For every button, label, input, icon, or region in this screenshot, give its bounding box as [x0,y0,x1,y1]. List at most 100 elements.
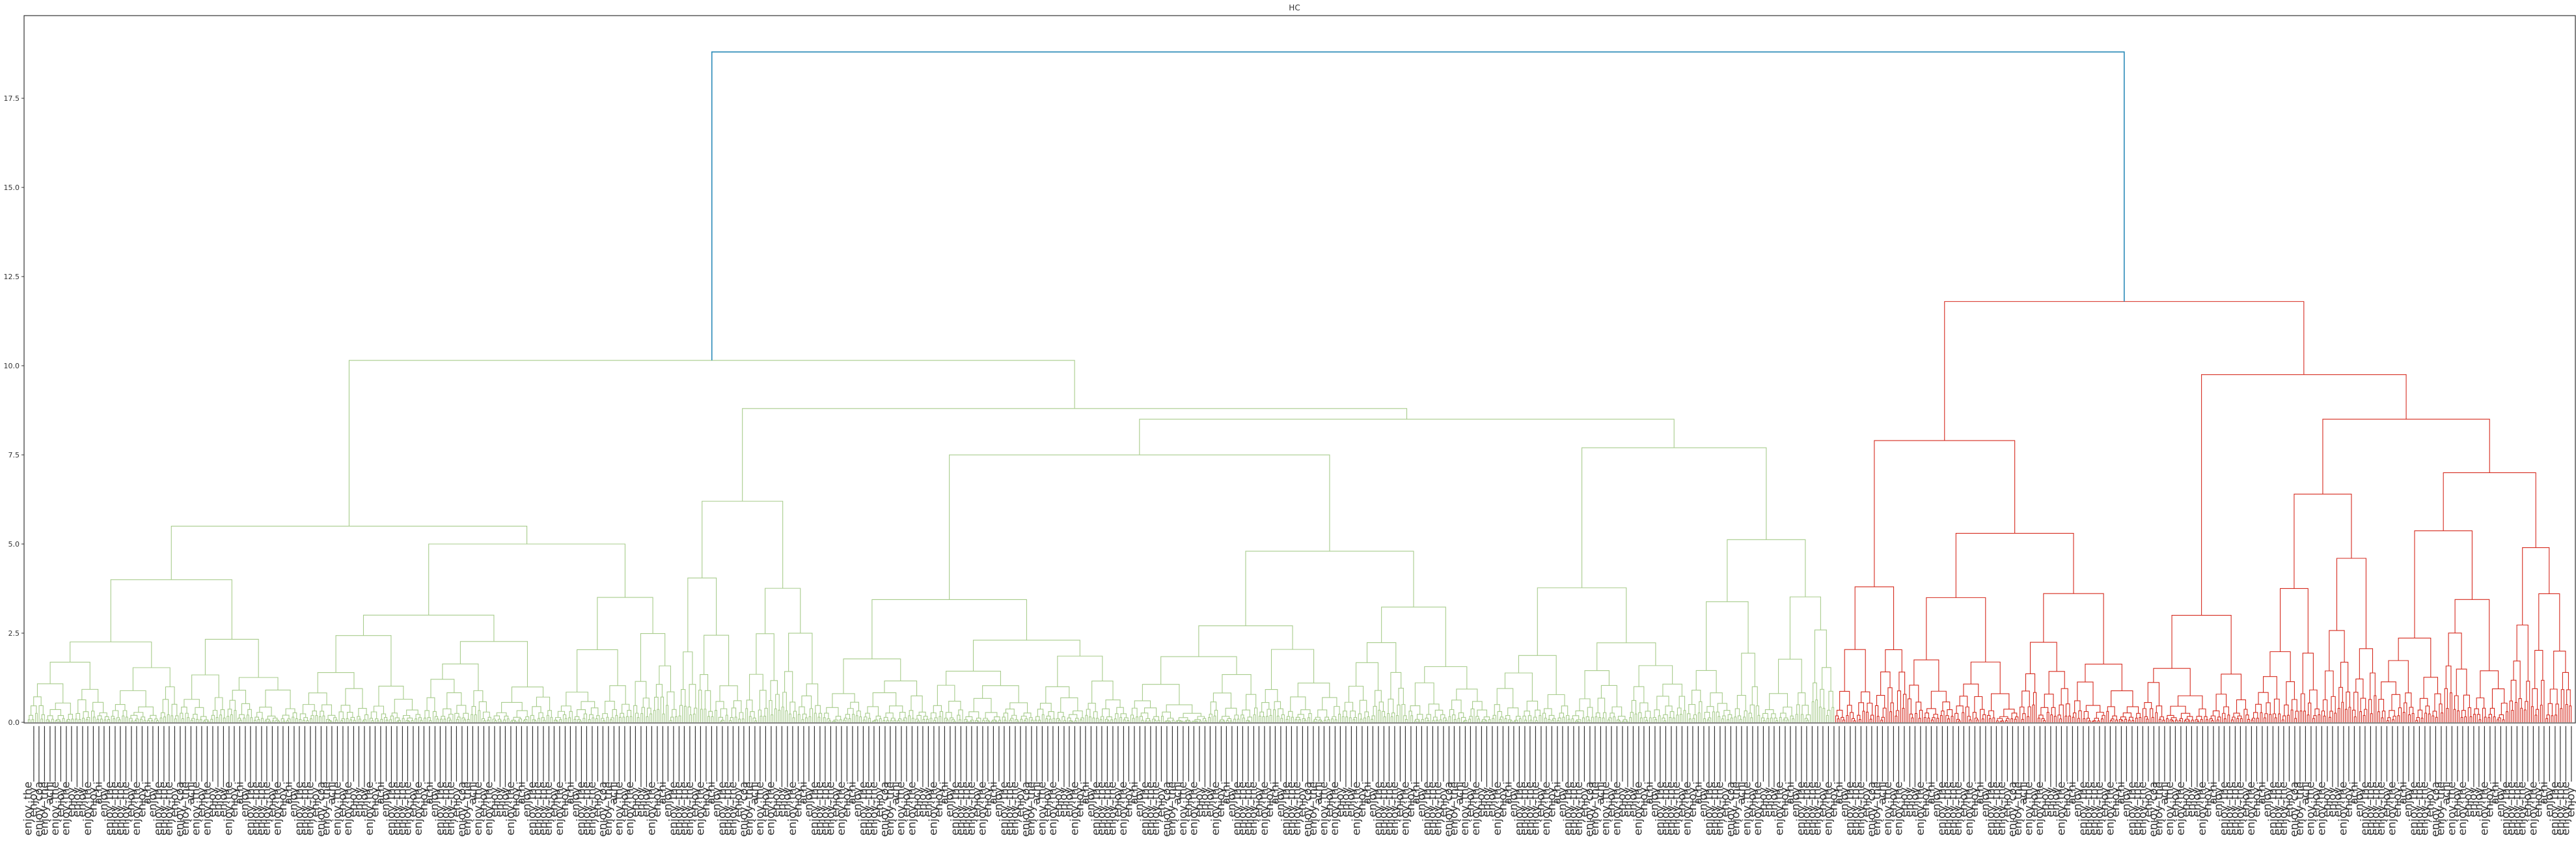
leaf-label: enjoy_the__________ [645,726,658,836]
leaf-label: enjoy_the__________ [1849,726,1862,836]
leaf-label: enjoy_the__________ [884,726,897,836]
leaf-label: achi__________ [1876,726,1889,805]
leaf-label: enjoy___________ [993,726,1006,817]
leaf-label: enjoy_the__________ [1947,726,1960,836]
leaf-label: enjoy_the__________ [835,726,848,836]
leaf-label: enjoy___________ [1828,726,1841,817]
leaf-label: enjoy___________ [70,726,83,817]
leaf-label: achi__________ [748,726,761,805]
leaf-label: enjoy___________ [840,726,853,817]
leaf-label: enjoy_coa__________ [1019,726,1032,837]
leaf-label: enjoy_the__________ [483,726,496,836]
leaf-label: enjoy_the__________ [2294,726,2307,836]
leaf-label: enjoy_the__________ [1258,726,1271,836]
leaf-label: enjoy___________ [2185,726,2198,817]
y-tick-label: 5.0 [8,540,20,549]
leaf-label: enjoy_coa__________ [2147,726,2160,837]
leaf-label: enjoy___________ [2120,726,2133,817]
leaf-label: enjoy_the__________ [1247,726,1260,836]
leaf-label: enjoy_the__________ [1431,726,1444,836]
leaf-label: enjoy___________ [2342,726,2355,817]
leaf-label: enjoy___________ [2321,726,2334,817]
leaf-label: achi__________ [44,726,57,805]
leaf-label: enjoy___________ [2484,726,2497,817]
leaf-label: enjoy_the__________ [1350,726,1363,836]
leaf-label: enjoy___________ [125,726,138,817]
leaf-label: enjoy___________ [353,726,366,817]
leaf-label: enjoy_the__________ [2413,726,2426,836]
leaf-label: enjoy___________ [309,726,322,817]
leaf-label: enjoy_coa__________ [737,726,750,837]
leaf-label: enjoy___________ [911,726,924,817]
leaf-label: enjoy_the__________ [1610,726,1623,836]
leaf-label: achi__________ [846,726,859,805]
leaf-label: enjoy_the__________ [1421,726,1434,836]
leaf-label: enjoy___________ [2391,726,2404,817]
leaf-label: enjoy_the__________ [2510,726,2523,836]
leaf-label: enjoy___________ [2028,726,2041,817]
dendrogram-link [711,51,2125,360]
leaf-label: achi__________ [987,726,1000,805]
leaf-label: enjoy___________ [1052,726,1065,817]
leaf-label: enjoy_the__________ [1936,726,1949,836]
leaf-label: enjoy_the__________ [244,726,257,836]
leaf-label: enjoy___________ [1063,726,1076,817]
leaf-labels: enjoy_the__________enjoy___________enjoy… [21,726,2576,837]
leaf-label: enjoy_the__________ [2266,726,2279,836]
leaf-label: enjoy___________ [379,726,392,817]
leaf-label: enjoy___________ [499,726,512,817]
leaf-label: enjoy_the__________ [1291,726,1304,836]
leaf-label: enjoy_the__________ [1470,726,1483,836]
leaf-label: enjoy_the__________ [1009,726,1022,836]
leaf-label: enjoy_the__________ [1035,726,1048,836]
leaf-label: enjoy___________ [1903,726,1916,817]
leaf-label: enjoy_the__________ [1914,726,1927,836]
leaf-label: enjoy___________ [1123,726,1136,817]
leaf-label: enjoy___________ [2044,726,2057,817]
leaf-label: enjoy_the__________ [2223,726,2236,836]
leaf-label: enjoy___________ [1193,726,1206,817]
leaf-label: achi__________ [1079,726,1092,805]
chart-title: HC [1289,3,1300,12]
leaf-label: enjoy___________ [1746,726,1759,817]
leaf-label: enjoy_the__________ [38,726,51,836]
leaf-label: enjoy___________ [168,726,181,817]
leaf-label: enjoy___________ [1464,726,1477,817]
leaf-label: enjoy___________ [1496,726,1509,817]
leaf-label: achi__________ [2299,726,2312,805]
leaf-label: enjoy_the__________ [960,726,973,836]
leaf-label: enjoy___________ [1675,726,1688,817]
leaf-label: enjoy___________ [493,726,506,817]
leaf-label: enjoy___________ [1860,726,1873,817]
leaf-label: enjoy_the__________ [1665,726,1678,836]
leaf-label: enjoy___________ [98,726,111,817]
leaf-label: enjoy___________ [2494,726,2507,817]
leaf-label: enjoy_coa__________ [1724,726,1737,837]
leaf-label: enjoy_the__________ [998,726,1011,836]
leaf-label: enjoy___________ [1626,726,1639,817]
leaf-label: enjoy_the__________ [1372,726,1385,836]
leaf-label: enjoy_the__________ [1995,726,2008,836]
leaf-label: enjoy_the__________ [895,726,908,836]
leaf-label: enjoy_the__________ [1740,726,1753,836]
leaf-label: achi__________ [2158,726,2171,805]
leaf-label: enjoy_the__________ [1285,726,1298,836]
leaf-label: enjoy___________ [27,726,40,817]
leaf-label: achi__________ [515,726,528,805]
leaf-label: enjoy_the__________ [21,726,34,836]
leaf-label: enjoy___________ [2353,726,2366,817]
leaf-label: enjoy___________ [418,726,431,817]
leaf-label: achi__________ [797,726,810,805]
leaf-label: achi__________ [2115,726,2128,805]
leaf-label: enjoy___________ [851,726,864,817]
leaf-label: enjoy_the__________ [1399,726,1412,836]
leaf-label: enjoy_the__________ [1025,726,1038,836]
leaf-label: enjoy_the__________ [434,726,447,836]
leaf-label: enjoy_the__________ [2315,726,2328,836]
leaf-label: enjoy___________ [689,726,702,817]
leaf-label: enjoy___________ [591,726,604,817]
leaf-label: enjoy_the__________ [1844,726,1857,836]
leaf-label: enjoy_the__________ [2055,726,2068,836]
leaf-label: enjoy_the__________ [1681,726,1694,836]
leaf-label: enjoy___________ [1686,726,1699,817]
